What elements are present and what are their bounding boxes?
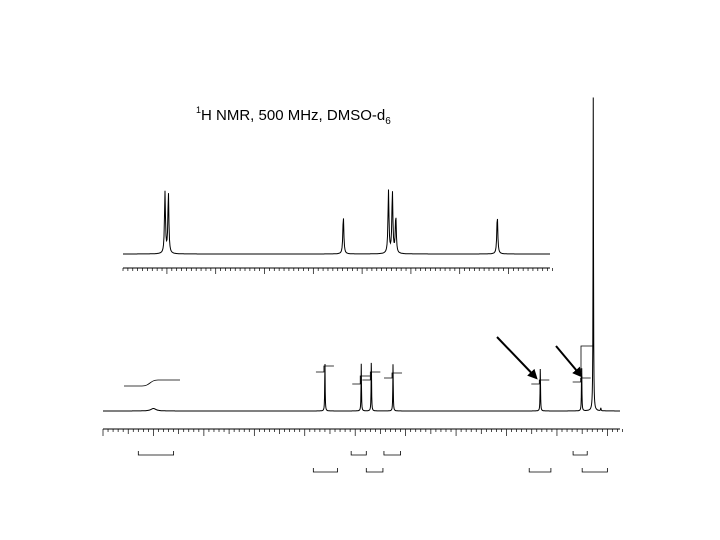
spectrum-title: 1H NMR, 500 MHz, DMSO-d6 [196,105,391,127]
integral-bracket [572,451,588,456]
integral-bracket [365,468,384,473]
inset-spectrum-trace [123,189,550,255]
integral-curve [315,365,334,373]
integral-bracket [137,451,175,456]
water-peak-arrow [496,336,538,380]
integral-bracket [350,451,367,456]
title-subscript: 6 [385,116,391,127]
integral-curve [384,372,403,379]
integral-bracket [528,468,552,473]
full-spectrum [102,97,623,473]
integral-bracket [312,468,338,473]
integral-bracket [581,468,608,473]
title-main: H NMR, 500 MHz, DMSO-d [201,107,385,124]
integral-curve [531,379,550,385]
full-spectrum-trace [103,97,620,412]
integral-curve [572,377,591,383]
integral-bracket [383,451,401,456]
integral-curve [124,379,180,387]
solvent-peak-arrow [555,345,583,378]
integral-curve [352,375,371,385]
title-superscript: 1 [196,105,201,115]
integral-curve [362,371,381,381]
inset-aromatic-expansion [122,189,553,274]
integral-curve [580,345,594,373]
